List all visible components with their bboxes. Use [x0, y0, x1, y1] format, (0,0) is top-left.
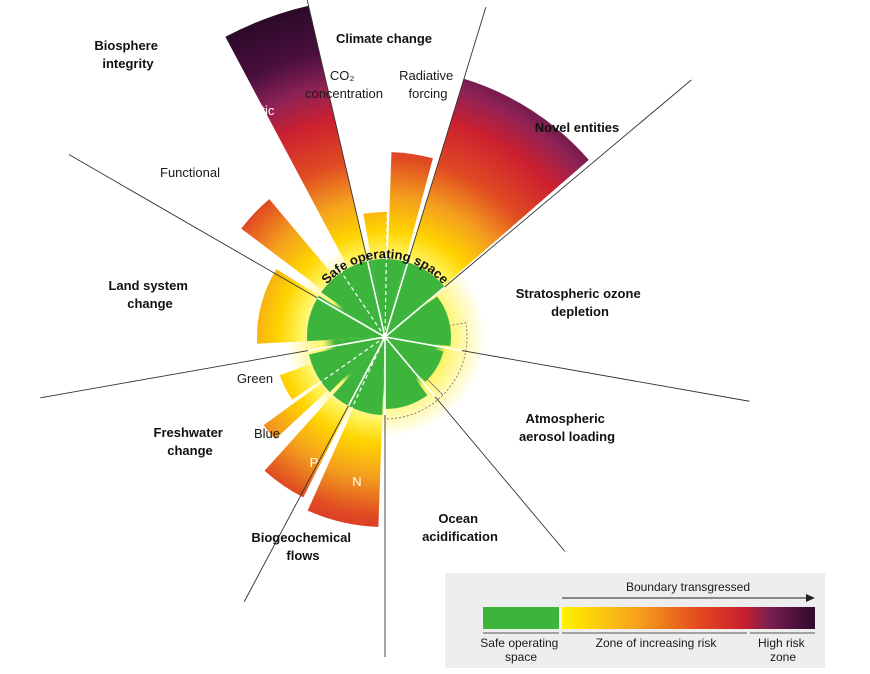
subdivider-biosphere	[281, 183, 386, 338]
divider-ozone-aerosol-inner	[384, 336, 462, 352]
legend-arrow-head-icon	[806, 594, 815, 602]
legend-high-label: High risk zone	[758, 636, 808, 664]
legend-increasing-label: Zone of increasing risk	[596, 636, 718, 650]
divider-freshwater-land	[40, 350, 309, 399]
divider-lines	[40, 0, 750, 657]
divider-novel-ozone-inner	[384, 286, 446, 338]
subdivider-freshwater	[233, 336, 386, 444]
divider-biosphere-climate	[306, 0, 368, 262]
category-biosphere-integrity: Biosphere integrity	[94, 38, 161, 71]
sublabel-functional: Functional	[160, 165, 220, 180]
legend-header: Boundary transgressed	[626, 580, 750, 594]
category-novel-entities: Novel entities	[535, 120, 620, 135]
legend: Boundary transgressed Safe operating spa…	[445, 573, 825, 668]
aerosol-boundary-outline	[384, 336, 444, 420]
ozone-boundary-outline	[384, 322, 468, 396]
safe-wedge-ozone	[385, 296, 451, 347]
safe-wedge-aerosol	[385, 337, 444, 382]
sublabel-n: N	[352, 474, 361, 489]
subdivider-climate	[384, 152, 389, 338]
safe-wedge-climate	[371, 259, 406, 337]
category-biogeochemical-flows: Biogeochemical flows	[251, 530, 354, 563]
sublabel-genetic: Genetic	[230, 103, 275, 118]
category-land-system-change: Land system change	[108, 278, 191, 311]
divider-aerosol-ocean	[434, 396, 566, 552]
safe-wedge-novel	[385, 261, 445, 337]
sublabel-co2-concentration: CO₂ concentration	[305, 68, 383, 101]
divider-aerosol-ocean-inner	[384, 336, 436, 398]
legend-safe-swatch	[483, 607, 559, 629]
category-aerosol-loading: Atmospheric aerosol loading	[519, 411, 615, 444]
sublabel-green: Green	[237, 371, 273, 386]
sublabel-blue: Blue	[254, 426, 280, 441]
sublabel-radiative-forcing: Radiative forcing	[399, 68, 457, 101]
divider-freshwater-land-inner	[308, 336, 386, 352]
divider-biogeo-freshwater	[243, 405, 349, 603]
sublabel-p: P	[310, 455, 319, 470]
divider-climate-novel	[407, 6, 487, 263]
subdivider-biogeochem	[306, 336, 386, 505]
category-climate-change: Climate change	[336, 31, 432, 46]
safe-wedge-ocean	[385, 337, 428, 409]
safe-wedge-biosphere	[321, 260, 385, 337]
safe-wedge-land	[307, 295, 385, 342]
category-stratospheric-ozone: Stratospheric ozone depletion	[516, 286, 645, 319]
wedge-genetic	[225, 5, 385, 338]
divider-land-biosphere-inner	[317, 297, 386, 338]
safe-wedge-biogeochem	[332, 337, 385, 415]
category-ocean-acidification: Ocean acidification	[422, 511, 498, 544]
wedge-novel-entities	[385, 78, 589, 337]
category-freshwater-change: Freshwater change	[154, 425, 227, 458]
divider-land-biosphere	[68, 154, 318, 299]
divider-novel-ozone	[444, 79, 692, 288]
divider-climate-novel-inner	[384, 262, 409, 338]
legend-safe-label: Safe operating space	[480, 636, 561, 664]
safe-zone-wedges	[307, 259, 451, 415]
divider-biosphere-climate-inner	[366, 260, 386, 338]
divider-biogeo-freshwater-inner	[347, 336, 386, 407]
divider-ozone-aerosol	[461, 350, 750, 402]
legend-risk-swatch	[562, 607, 815, 629]
